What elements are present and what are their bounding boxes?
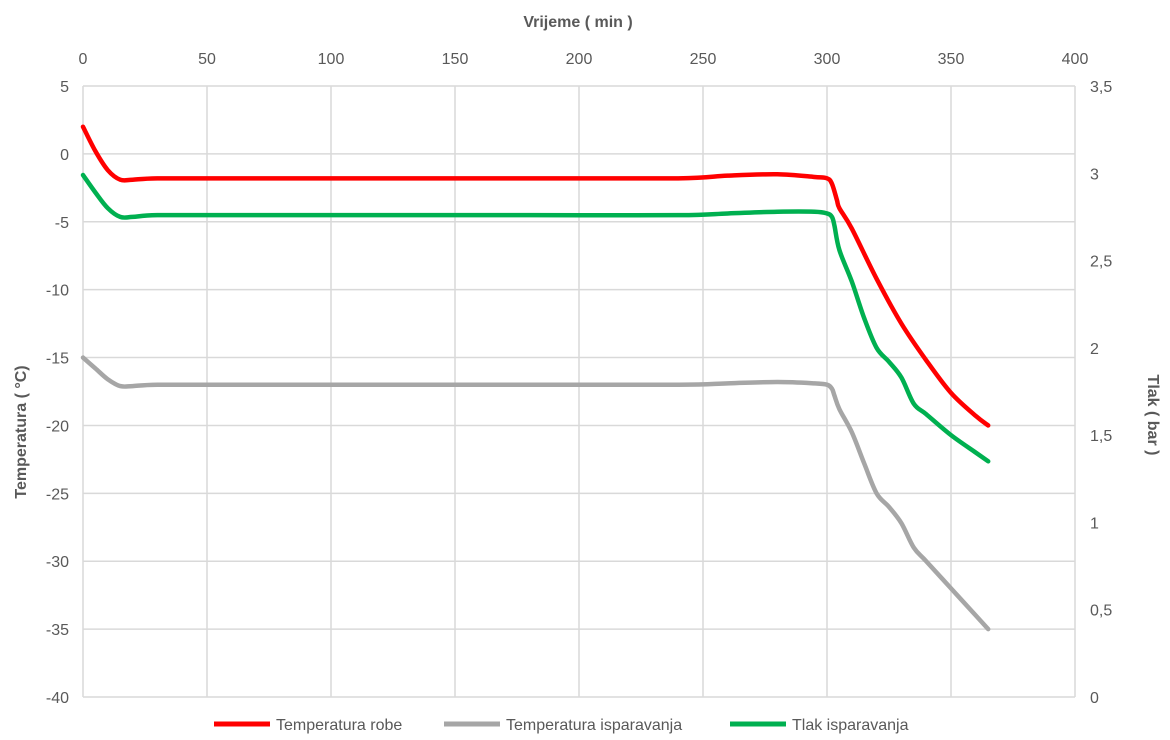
y-tick-label: -35 xyxy=(46,622,69,639)
x-tick-label: 100 xyxy=(318,51,345,68)
y-tick-label: -40 xyxy=(46,690,69,707)
series-lines xyxy=(80,124,991,632)
x-tick-label: 50 xyxy=(198,51,216,68)
series-line-temperatura-robe xyxy=(80,124,991,428)
y-tick-label: 0 xyxy=(60,147,69,164)
legend: Temperatura robe Temperatura isparavanja… xyxy=(214,717,909,734)
y-tick-label: -25 xyxy=(46,486,69,503)
series-line-tlak-isparavanja xyxy=(80,172,991,464)
y2-axis-title: Tlak ( bar ) xyxy=(1144,375,1161,456)
y2-tick-label: 1,5 xyxy=(1090,428,1112,445)
x-tick-label: 400 xyxy=(1062,51,1089,68)
y-tick-label: 5 xyxy=(60,79,69,96)
y2-tick-label: 2 xyxy=(1090,341,1099,358)
y-tick-label: -10 xyxy=(46,283,69,300)
legend-item-temperatura-isparavanja: Temperatura isparavanja xyxy=(444,717,682,734)
legend-item-tlak-isparavanja: Tlak isparavanja xyxy=(730,717,909,734)
legend-label-temperatura-robe: Temperatura robe xyxy=(276,717,402,734)
gridlines xyxy=(82,85,1076,698)
y2-tick-label: 0,5 xyxy=(1090,603,1112,620)
legend-label-tlak-isparavanja: Tlak isparavanja xyxy=(792,717,909,734)
tick-labels: 0 50 100 150 200 250 300 350 400-40-35-30-25-20-… xyxy=(46,51,1112,707)
y-tick-label: -30 xyxy=(46,554,69,571)
y2-tick-label: 3,5 xyxy=(1090,79,1112,96)
legend-item-temperatura-robe: Temperatura robe xyxy=(214,717,402,734)
series-line-temperatura-isparavanja xyxy=(80,355,991,632)
x-axis-title: Vrijeme ( min ) xyxy=(523,14,632,31)
y2-tick-label: 2,5 xyxy=(1090,254,1112,271)
y2-tick-label: 3 xyxy=(1090,166,1099,183)
x-tick-label: 300 xyxy=(814,51,841,68)
x-tick-label: 150 xyxy=(442,51,469,68)
legend-label-temperatura-isparavanja: Temperatura isparavanja xyxy=(506,717,682,734)
y-tick-label: -5 xyxy=(55,215,69,232)
y-axis-title: Temperatura ( °C) xyxy=(13,365,30,498)
y2-tick-label: 0 xyxy=(1090,690,1099,707)
x-tick-label: 350 xyxy=(938,51,965,68)
x-tick-label: 200 xyxy=(566,51,593,68)
x-tick-label: 0 xyxy=(79,51,88,68)
y-tick-label: -20 xyxy=(46,418,69,435)
x-tick-label: 250 xyxy=(690,51,717,68)
y-tick-label: -15 xyxy=(46,351,69,368)
y2-tick-label: 1 xyxy=(1090,515,1099,532)
